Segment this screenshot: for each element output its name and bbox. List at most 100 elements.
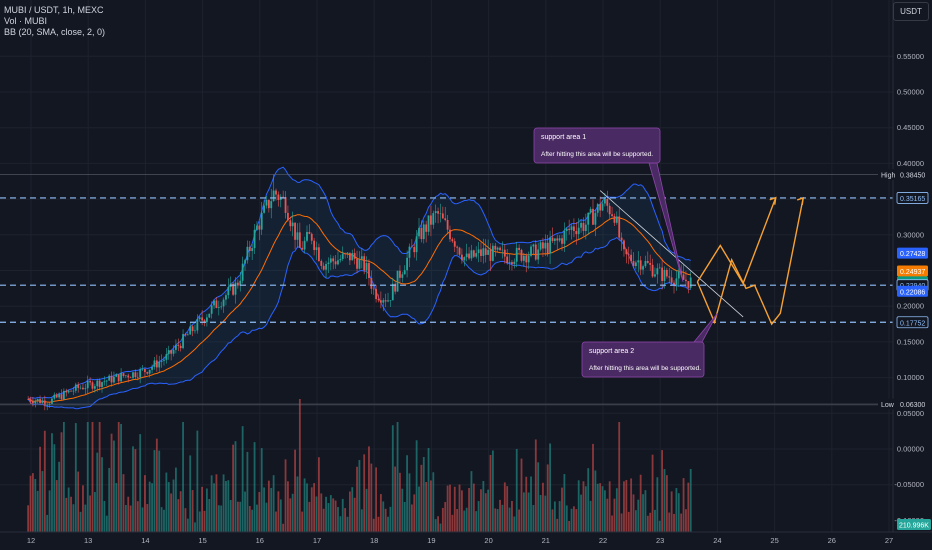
candle-body — [606, 199, 609, 206]
volume-bar — [213, 483, 215, 532]
volume-bar — [441, 507, 444, 532]
candle-body — [141, 368, 144, 370]
candle-body — [139, 369, 142, 378]
candle-body — [241, 263, 244, 281]
candle-body — [122, 373, 125, 376]
volume-bar — [284, 459, 287, 532]
candle-body — [470, 250, 473, 259]
volume-bar — [124, 505, 127, 532]
candle-body — [303, 240, 306, 250]
candle-body — [513, 261, 516, 265]
volume-bar — [170, 493, 173, 532]
candle-body — [658, 267, 661, 269]
candle-body — [584, 224, 587, 231]
candle-body — [418, 227, 420, 237]
candle-body — [98, 380, 101, 387]
volume-bar — [573, 506, 575, 532]
candle-body — [160, 360, 163, 362]
volume-bar — [472, 483, 475, 532]
y-tick-label: 0.10000 — [897, 373, 924, 382]
candle-body — [322, 265, 325, 270]
candle-body — [677, 271, 680, 279]
time-axis[interactable]: 12 13 14 15 16 17 18 19 20 21 22 23 24 25 26 27 — [0, 531, 932, 550]
candle-body — [27, 399, 30, 400]
drawings — [599, 190, 805, 326]
volume-bar — [620, 513, 623, 532]
candle-body — [277, 194, 280, 200]
candle-body — [480, 249, 482, 256]
volume-bar — [377, 516, 380, 532]
volume-bar — [506, 486, 509, 532]
price-tag-value: 0.35165 — [900, 196, 925, 203]
callout-box — [581, 341, 705, 378]
indicator-legend[interactable]: BB (20, SMA, close, 2, 0) — [4, 27, 106, 37]
candle-body — [55, 394, 58, 398]
x-tick-label: 27 — [885, 536, 893, 545]
currency-button[interactable]: USDT — [893, 2, 929, 21]
candle-body — [308, 231, 311, 234]
volume-bar — [499, 499, 501, 532]
candle-body — [306, 231, 308, 241]
candle-body — [155, 360, 158, 368]
volume-legend[interactable]: Vol · MUBI — [4, 16, 48, 26]
volume-bar — [484, 493, 487, 532]
candle-body — [391, 283, 394, 301]
volume-tag — [897, 519, 931, 530]
symbol-title[interactable]: MUBI / USDT, 1h, MEXC — [4, 5, 104, 15]
volume-bar — [72, 504, 75, 532]
candle-body — [34, 400, 37, 404]
candle-body — [248, 246, 251, 251]
candle-body — [613, 216, 616, 223]
volume-bar — [379, 494, 382, 532]
volume-bar — [86, 422, 89, 532]
price-tag — [897, 398, 928, 410]
candle-body — [220, 306, 223, 308]
candle-body — [110, 375, 113, 383]
bb-fill — [28, 167, 691, 409]
price-tag-value: 0.38450 — [900, 172, 925, 179]
candle-body — [472, 250, 475, 257]
volume-bar — [79, 511, 82, 532]
candle-body — [129, 377, 132, 379]
candle-body — [151, 366, 153, 370]
candle-body — [501, 249, 504, 251]
candle-body — [682, 274, 685, 280]
y-tick-label: -0.05000 — [894, 480, 924, 489]
volume-bar — [456, 509, 459, 532]
volume-bar — [182, 422, 184, 532]
candle-body — [520, 249, 523, 261]
candle-body — [368, 263, 370, 279]
volume-bar — [322, 508, 325, 532]
candle-body — [399, 270, 401, 278]
candle-body — [370, 278, 373, 289]
volume-bar — [451, 514, 454, 532]
volume-bar — [627, 511, 630, 532]
volume-bar — [103, 500, 106, 532]
candle-body — [451, 239, 454, 242]
y-tick-label: 0.20000 — [897, 302, 924, 311]
candle-body — [294, 222, 296, 240]
volume-bar — [220, 505, 223, 532]
volume-bar — [227, 480, 230, 532]
candle-body — [665, 269, 668, 277]
volume-bar — [163, 509, 165, 532]
y-tick-label: 0.45000 — [897, 123, 924, 132]
candle-body — [351, 253, 354, 261]
volume-bar — [551, 509, 554, 532]
volume-bar — [55, 480, 58, 532]
volume-bar — [570, 508, 573, 532]
volume-bar — [62, 422, 65, 532]
volume-bar — [253, 442, 256, 532]
volume-bar — [656, 477, 659, 532]
candle-body — [32, 401, 34, 404]
volume-bar — [396, 422, 399, 532]
candle-body — [356, 258, 358, 269]
volume-bar — [82, 485, 84, 532]
volume-bar — [148, 481, 151, 532]
volume-bar — [89, 495, 92, 532]
candle-body — [101, 382, 103, 387]
volume-bar — [360, 509, 363, 532]
volume-bars — [27, 399, 692, 532]
candle-body — [301, 247, 304, 250]
